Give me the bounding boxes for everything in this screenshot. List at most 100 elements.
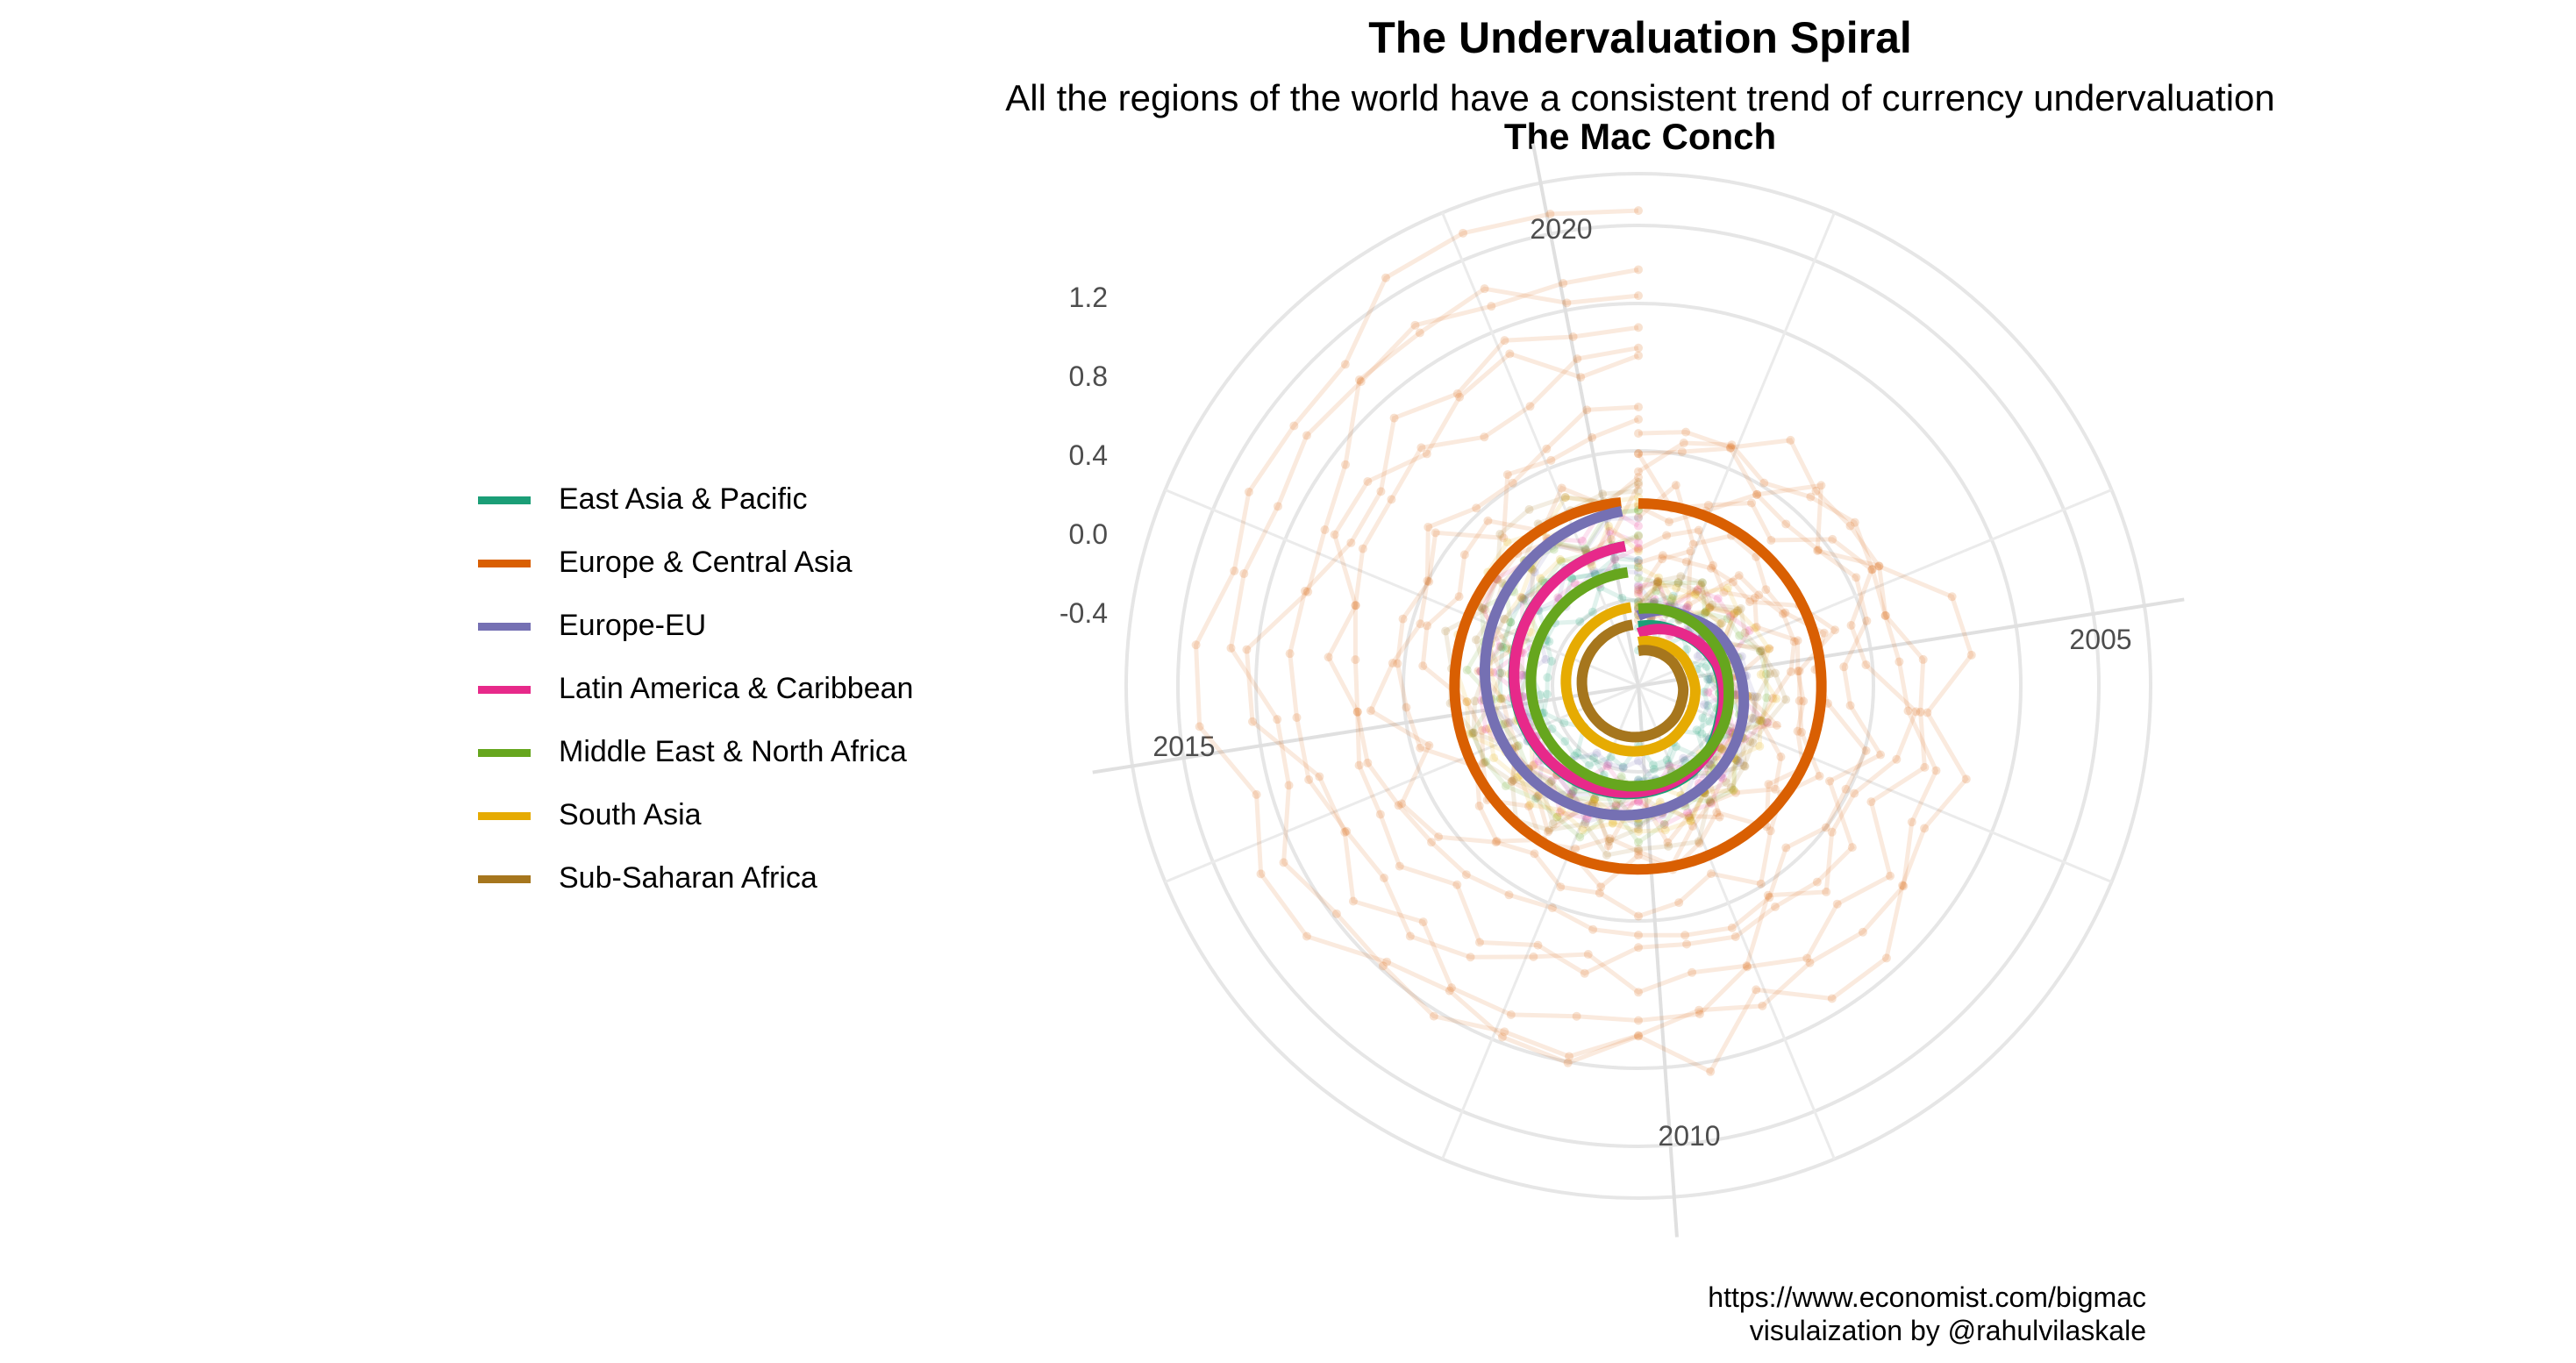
country-point [1536,690,1545,700]
country-point [1750,624,1759,633]
country-point [1427,838,1437,847]
country-point [1918,654,1928,664]
country-point [1761,669,1771,679]
country-point [1898,881,1908,890]
country-point [1795,696,1804,706]
country-point [1380,873,1389,882]
country-point [1634,545,1643,554]
country-point [1590,794,1600,803]
country-point [1410,320,1420,330]
country-point [1634,589,1643,598]
country-point [1634,820,1643,830]
country-point [1497,694,1507,703]
country-point [1416,443,1426,453]
country-point [1679,439,1688,448]
country-point [1565,1052,1574,1061]
country-point [1706,869,1716,879]
legend-label: East Asia & Pacific [559,482,808,516]
country-point [1589,753,1599,763]
country-point [1765,893,1774,903]
grid-circle [1402,449,1875,923]
country-point [1806,492,1816,502]
country-point [1756,670,1766,680]
country-point [1634,838,1643,847]
country-point [1781,843,1791,853]
country-point [1745,737,1755,746]
country-point [1652,586,1661,596]
country-point [1517,593,1527,603]
country-point [1524,802,1534,811]
country-point [1320,525,1330,534]
country-point [1356,377,1366,387]
country-point [1682,603,1692,612]
country-point [1348,896,1358,906]
country-point [1273,502,1282,511]
country-point [1682,645,1692,654]
country-point [1886,871,1895,881]
country-point [1694,525,1703,535]
country-point [1634,587,1643,596]
country-point [1665,761,1674,771]
country-point [1650,595,1659,604]
country-point [1704,603,1714,613]
country-point [1560,492,1570,502]
country-point [1575,617,1585,626]
country-point [1556,882,1566,892]
country-point [1431,528,1440,538]
country-point [1589,795,1599,804]
country-point [1730,608,1739,617]
country-point [1480,432,1489,442]
country-point [1618,763,1628,773]
country-point [1634,851,1643,860]
grid-spoke [1164,684,1639,883]
country-point [1525,402,1535,411]
country-point [1674,898,1684,908]
country-point [1705,797,1715,807]
country-point [1730,932,1740,942]
country-point [1424,740,1434,750]
country-point [1556,556,1566,566]
country-point [1461,870,1471,880]
country-point [1393,659,1402,668]
country-point [1462,697,1472,707]
country-trace [1325,351,1884,976]
country-point [1634,543,1643,553]
country-point [1483,516,1493,525]
country-point [1672,583,1681,593]
country-point [1508,478,1517,488]
country-point [1781,519,1791,529]
country-point [1608,818,1617,828]
country-point [1754,716,1764,725]
country-point [1691,589,1701,599]
country-point [1533,791,1543,801]
country-point [1481,757,1491,767]
country-point [1961,774,1971,784]
country-point [1658,554,1667,564]
country-point [1723,583,1732,593]
country-point [1543,689,1552,699]
country-point [1702,607,1711,617]
legend-label: Latin America & Caribbean [559,672,914,705]
country-point [1786,667,1795,676]
country-point [1780,608,1790,617]
country-point [1692,587,1702,596]
country-point [1331,909,1341,918]
country-point [1676,572,1686,582]
country-point [1452,880,1462,889]
country-point [1723,614,1732,624]
country-point [1770,784,1780,794]
country-point [1686,816,1695,825]
country-point [1684,811,1694,821]
country-point [1452,389,1462,398]
country-point [1618,762,1628,772]
country-point [1683,808,1693,817]
country-point [1666,596,1676,605]
country-point [1781,695,1791,704]
country-point [1303,587,1313,596]
country-point [1850,789,1859,798]
country-point [1611,561,1621,571]
country-point [1570,751,1580,760]
country-point [1686,817,1695,826]
country-point [1653,577,1663,587]
country-point [1861,660,1871,669]
